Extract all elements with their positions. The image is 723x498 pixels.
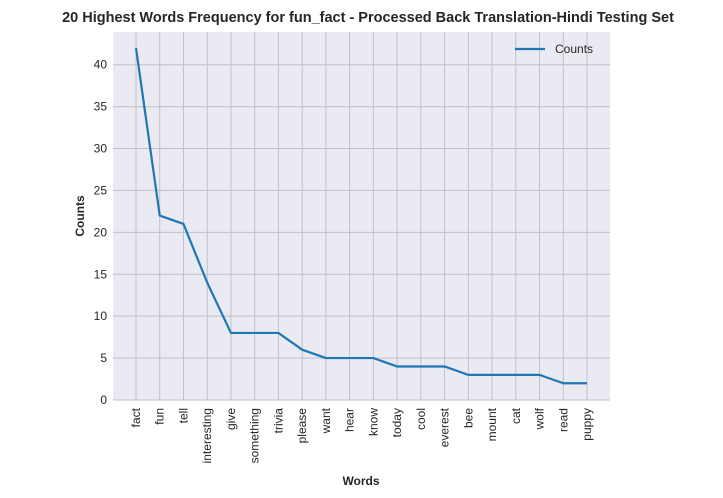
x-tick-label: wolf [533, 407, 547, 430]
x-tick-label: fun [153, 408, 167, 425]
x-tick-label: want [319, 407, 333, 434]
y-tick-label: 5 [100, 351, 107, 365]
x-tick-label: cool [414, 408, 428, 430]
x-tick-label: interesting [200, 408, 214, 463]
x-tick-label: please [295, 408, 309, 444]
x-tick-label: puppy [580, 408, 594, 441]
x-tick-label: hear [343, 408, 357, 432]
y-tick-label: 30 [94, 142, 108, 156]
x-tick-label: something [248, 408, 262, 463]
y-tick-label: 25 [94, 183, 108, 197]
x-tick-label: bee [461, 408, 475, 428]
x-tick-label: tell [176, 408, 190, 423]
legend-label-counts: Counts [555, 42, 593, 56]
y-tick-label: 20 [94, 225, 108, 239]
x-tick-label: trivia [271, 408, 285, 434]
y-tick-label: 0 [100, 393, 107, 407]
x-tick-label: mount [485, 407, 499, 441]
chart-title: 20 Highest Words Frequency for fun_fact … [62, 10, 674, 26]
plot-area [113, 32, 610, 400]
y-tick-label: 35 [94, 100, 108, 114]
x-tick-label: everest [438, 407, 452, 447]
series-line-counts [134, 47, 587, 385]
y-axis-label: Counts [73, 195, 87, 237]
grid-lines [113, 32, 610, 401]
x-tick-label: read [556, 408, 570, 432]
legend: Counts [515, 42, 593, 56]
x-tick-label: cat [509, 407, 523, 424]
x-tick-label: fact [129, 407, 143, 427]
y-axis-ticks: 0 5 10 15 20 25 30 35 40 [94, 58, 108, 407]
x-axis-label: Words [342, 474, 379, 488]
x-axis-ticks: fact fun tell interesting give something trivi… [129, 407, 594, 463]
x-tick-label: today [390, 408, 404, 437]
y-tick-label: 10 [94, 309, 108, 323]
x-tick-label: give [224, 408, 238, 430]
x-tick-label: know [366, 408, 380, 436]
y-tick-label: 15 [94, 267, 108, 281]
y-tick-label: 40 [94, 58, 108, 72]
